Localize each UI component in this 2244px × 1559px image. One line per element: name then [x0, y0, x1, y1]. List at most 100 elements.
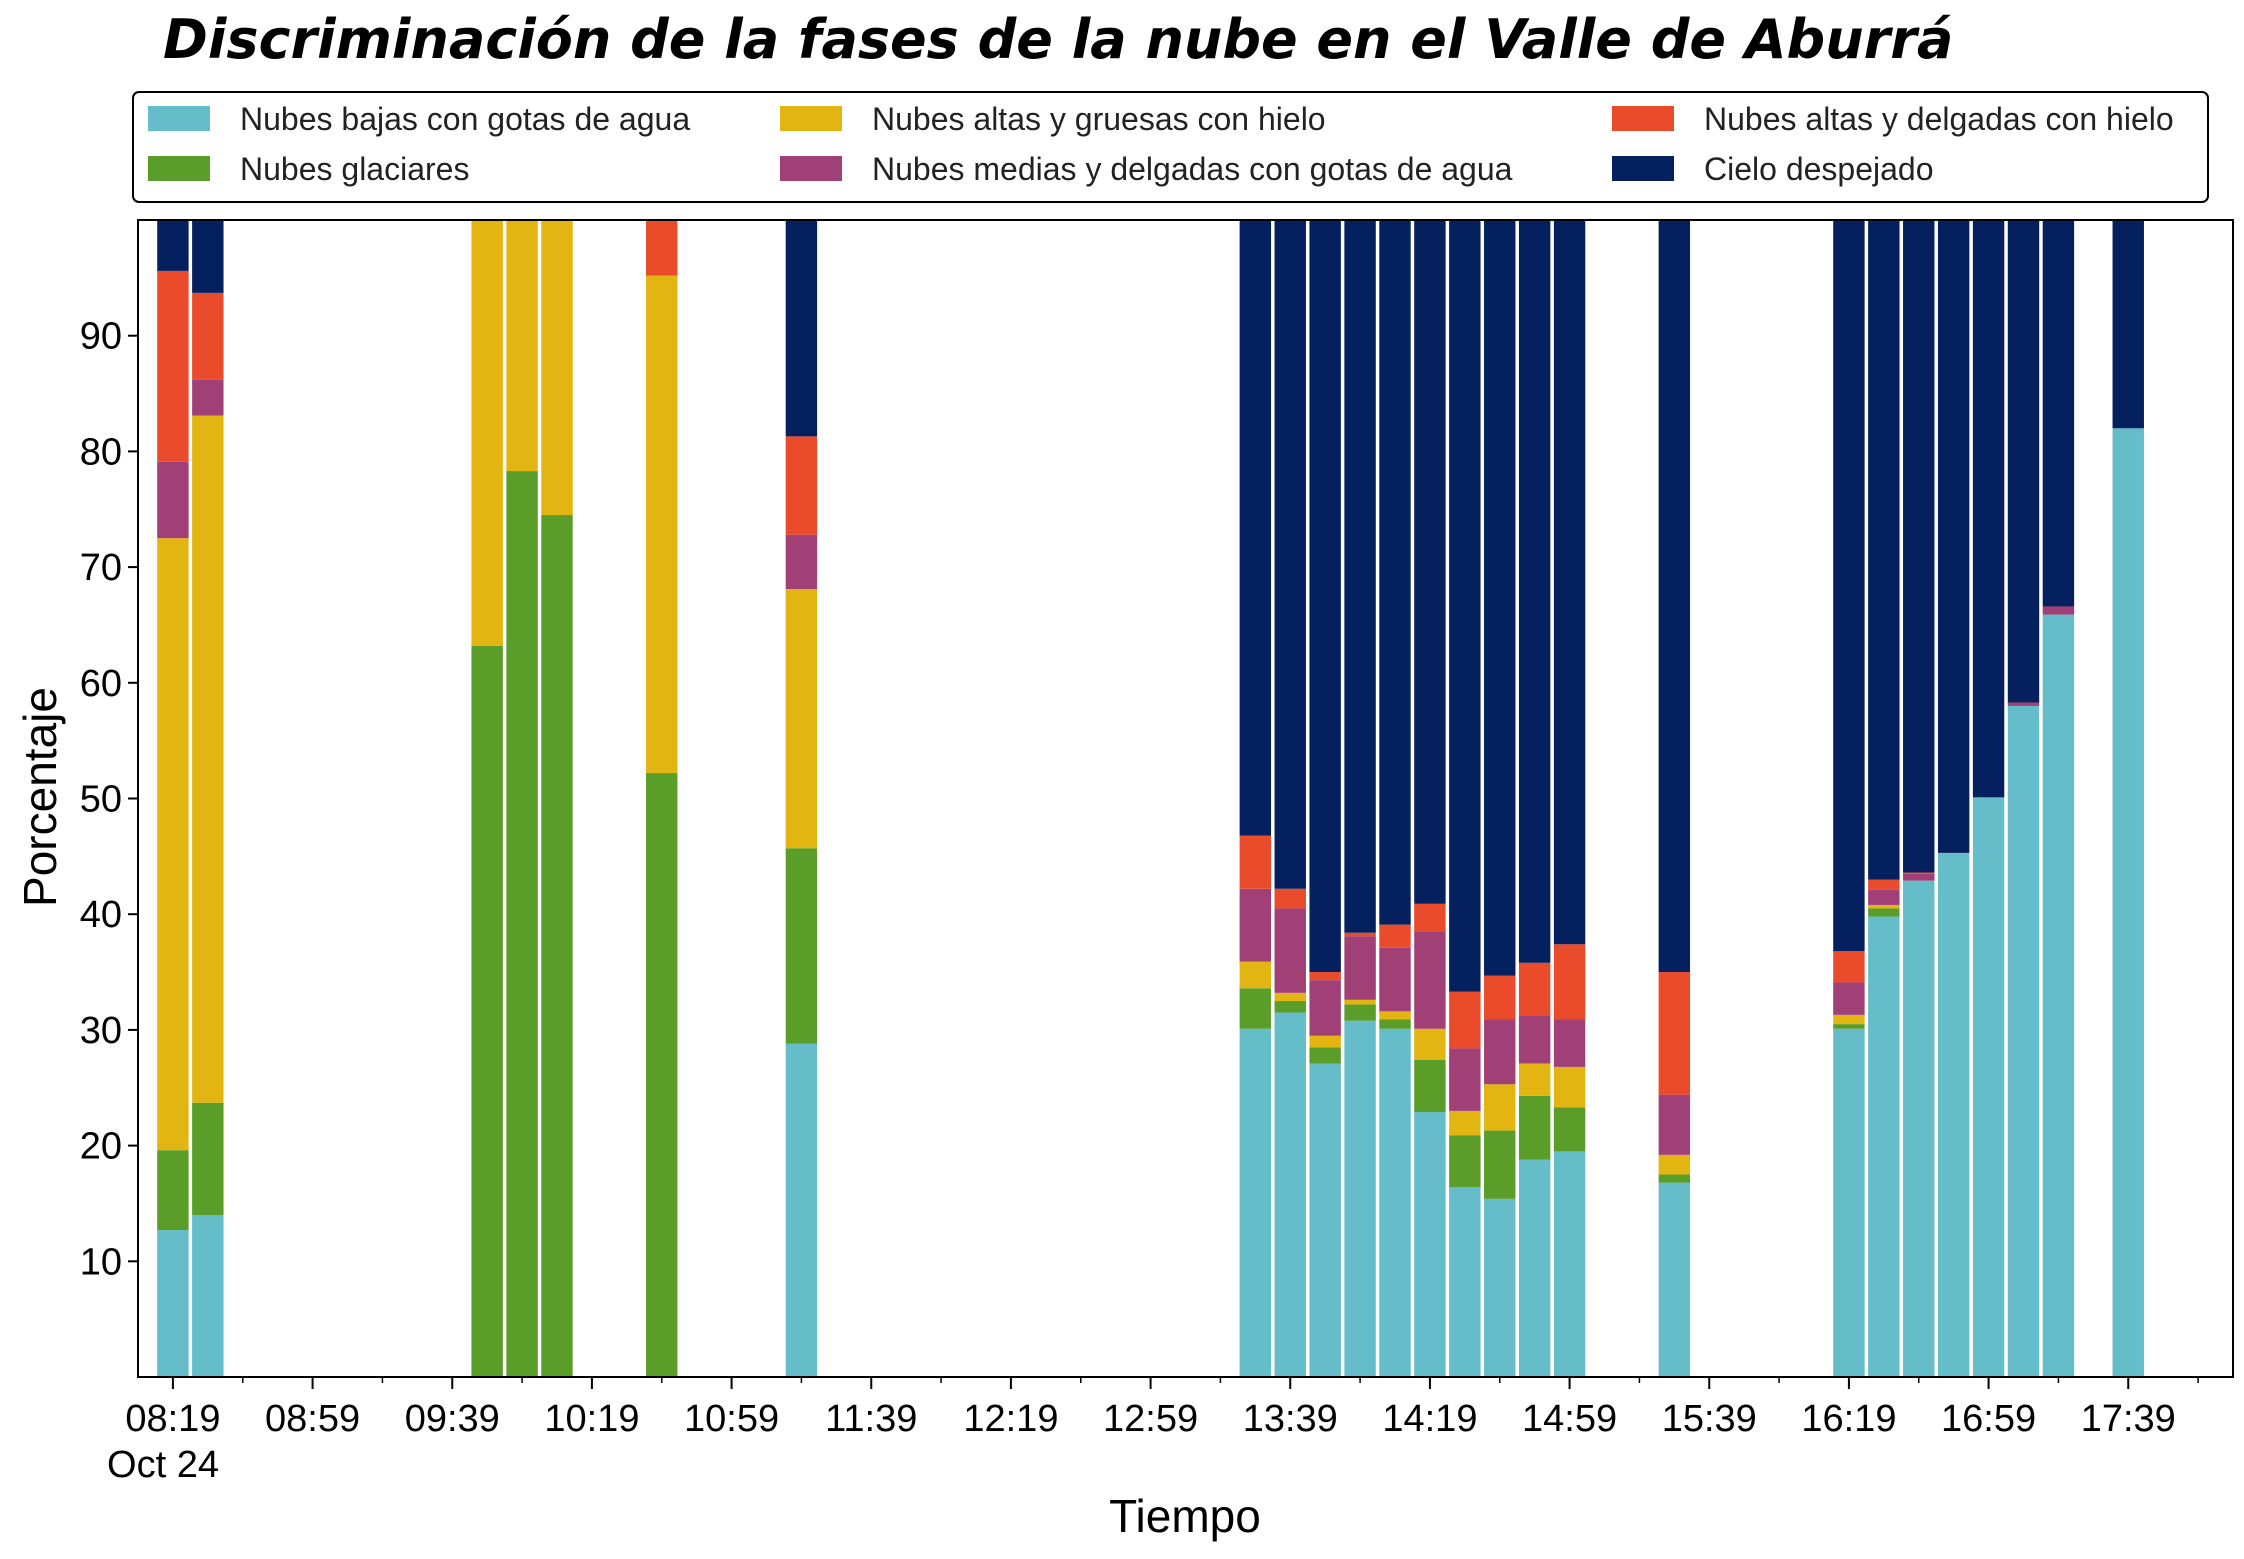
bar-segment-glacial	[471, 645, 503, 1377]
bar-segment-low	[1937, 852, 1970, 1377]
bar-segment-low	[1484, 1198, 1516, 1377]
bar-segment-clear	[1239, 220, 1272, 836]
x-tick-label: 09:39	[405, 1398, 500, 1440]
bar-segment-glacial	[1344, 1004, 1376, 1021]
legend-label-low: Nubes bajas con gotas de agua	[240, 101, 690, 137]
chart-title: Discriminación de la fases de la nube en…	[163, 8, 1953, 71]
bar-segment-glacial	[646, 773, 678, 1377]
bar-segment-glacial	[1658, 1174, 1691, 1183]
bar-segment-clear	[1414, 220, 1446, 904]
bar-segment-glacial	[1553, 1107, 1586, 1152]
bar-segment-low	[192, 1215, 224, 1377]
bar-segment-mid	[2042, 606, 2075, 615]
bar-segment-thick	[785, 589, 818, 849]
bar-segment-glacial	[541, 515, 573, 1377]
y-tick-label: 80	[80, 431, 122, 473]
x-tick-label: 13:39	[1243, 1398, 1338, 1440]
bar-segment-low	[1344, 1020, 1376, 1377]
x-tick-label: 11:39	[825, 1398, 917, 1440]
bar-segment-low	[2007, 705, 2040, 1377]
legend-frame	[132, 91, 2209, 203]
bar-segment-thin	[192, 292, 224, 380]
x-tick-label: 08:59	[265, 1398, 360, 1440]
bar-segment-clear	[2042, 220, 2075, 607]
bar-segment-thick	[1379, 1011, 1411, 1020]
bar-segment-glacial	[785, 848, 818, 1044]
legend-label-thick: Nubes altas y gruesas con hielo	[872, 101, 1326, 137]
bar-segment-thin	[1344, 932, 1376, 937]
bar-segment-clear	[1553, 220, 1586, 945]
bar-segment-mid	[1274, 908, 1306, 993]
bar-segment-thick	[1833, 1014, 1865, 1025]
bar-segment-glacial	[1274, 1000, 1306, 1013]
legend-label-clear: Cielo despejado	[1704, 151, 1934, 187]
bar-segment-clear	[1833, 220, 1865, 952]
bar-segment-mid	[1658, 1094, 1691, 1155]
bar-segment-thin	[646, 220, 678, 276]
legend-swatch-mid	[780, 156, 842, 181]
bar-segment-thin	[1274, 888, 1306, 909]
legend-swatch-clear	[1612, 156, 1674, 181]
legend: Nubes bajas con gotas de agua Nubes altas…	[132, 91, 2209, 203]
x-axis: 08:19 08:59 09:39 10:19 10:59 11:39 12:19 12:59…	[125, 1377, 2199, 1440]
bar-segment-mid	[1903, 873, 1935, 881]
bar-segment-glacial	[1518, 1095, 1551, 1160]
bar-segment-thick	[1449, 1110, 1481, 1136]
bar-segment-clear	[785, 220, 818, 437]
y-tick-label: 60	[80, 663, 122, 705]
bar-segment-low	[1868, 916, 1900, 1377]
bar-segment-low	[1309, 1063, 1341, 1377]
bar-segment-mid	[1868, 889, 1900, 905]
y-axis-label: Porcentaje	[14, 687, 66, 907]
x-tick-label: 12:59	[1103, 1398, 1198, 1440]
bar-segment-clear	[1903, 220, 1935, 873]
bar-segment-clear	[1449, 220, 1481, 992]
x-axis-label: Tiempo	[1109, 1490, 1261, 1542]
bar-segment-glacial	[192, 1102, 224, 1216]
bar-segment-mid	[1309, 980, 1341, 1036]
x-tick-label: 08:19	[125, 1398, 220, 1440]
x-tick-label: 14:59	[1522, 1398, 1617, 1440]
legend-label-mid: Nubes medias y delgadas con gotas de agu…	[872, 151, 1513, 187]
bar-segment-thick	[1658, 1154, 1691, 1175]
bar-segment-thin	[1449, 991, 1481, 1049]
bar-segment-thin	[1868, 879, 1900, 890]
bar-segment-thick	[471, 220, 503, 646]
x-tick-label: 14:19	[1382, 1398, 1477, 1440]
x-date-label: Oct 24	[107, 1444, 219, 1486]
x-tick-label: 16:59	[1941, 1398, 2036, 1440]
bar-segment-low	[1658, 1182, 1691, 1377]
bar-segment-thick	[646, 275, 678, 774]
y-tick-label: 30	[80, 1010, 122, 1052]
x-tick-label: 16:19	[1801, 1398, 1896, 1440]
bar-segment-mid	[192, 379, 224, 416]
x-tick-label: 10:19	[544, 1398, 639, 1440]
bar-segment-thick	[1309, 1035, 1341, 1048]
bar-segment-low	[2112, 428, 2144, 1377]
bar-segment-thin	[1379, 924, 1411, 948]
bar-segment-thick	[192, 415, 224, 1103]
bar-segment-glacial	[1309, 1047, 1341, 1064]
bar-segment-glacial	[1414, 1059, 1446, 1113]
bar-segment-clear	[1344, 220, 1376, 933]
x-tick-label: 17:39	[2081, 1398, 2176, 1440]
bar-segment-clear	[1868, 220, 1900, 880]
bar-segment-mid	[157, 461, 189, 539]
bar-segment-clear	[1484, 220, 1516, 976]
bar-segment-thick	[1414, 1028, 1446, 1060]
bar-segment-clear	[1274, 220, 1306, 889]
bar-segment-clear	[1379, 220, 1411, 925]
legend-swatch-thin	[1612, 106, 1674, 131]
y-tick-label: 90	[80, 316, 122, 358]
bar-segment-low	[1903, 880, 1935, 1377]
bar-segment-glacial	[157, 1150, 189, 1231]
bar-segment-clear	[157, 220, 189, 271]
bar-segment-low	[1379, 1028, 1411, 1377]
bar-segment-thick	[506, 220, 538, 472]
y-tick-label: 10	[80, 1241, 122, 1283]
bar-segment-thick	[1868, 904, 1900, 909]
bar-segment-low	[1553, 1151, 1586, 1377]
x-tick-label: 15:39	[1662, 1398, 1757, 1440]
bar-segment-low	[785, 1043, 818, 1377]
bar-segment-low	[1239, 1028, 1272, 1377]
